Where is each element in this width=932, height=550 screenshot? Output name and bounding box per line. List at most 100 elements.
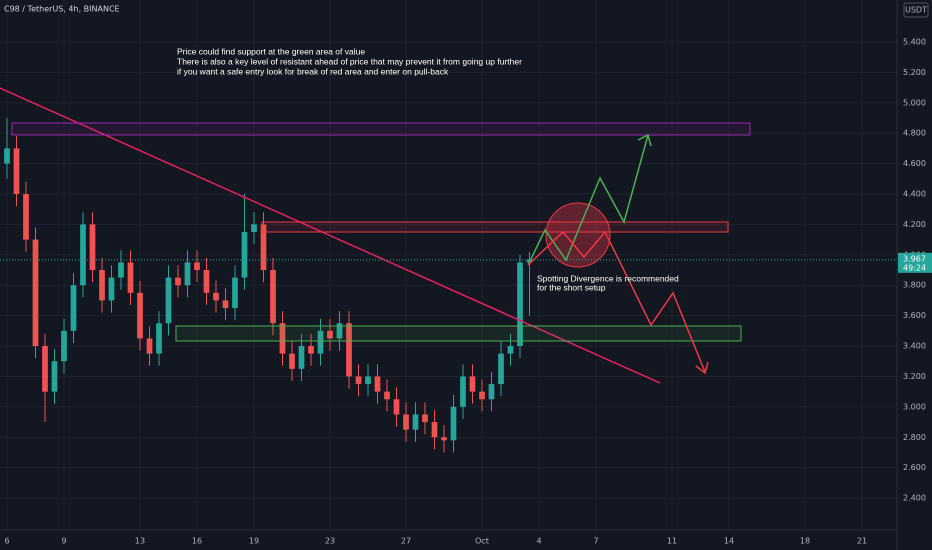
candle-body xyxy=(393,399,400,415)
annotation: Spotting Divergence is recommended xyxy=(537,273,679,283)
candle-body xyxy=(412,414,419,430)
y-tick-label: 5.400 xyxy=(903,37,926,46)
x-tick-label: 23 xyxy=(325,537,335,546)
y-tick-label: 4.200 xyxy=(903,220,926,229)
annotation: Price could find support at the green ar… xyxy=(177,46,365,56)
candle-body xyxy=(222,300,229,309)
support-zone xyxy=(175,325,742,342)
candle-body xyxy=(507,346,514,354)
candle-body xyxy=(89,224,96,271)
candle-body xyxy=(384,391,390,400)
y-tick-label: 2.400 xyxy=(903,494,926,503)
currency: USDT xyxy=(905,6,927,15)
candle-body xyxy=(251,224,257,233)
x-tick-label: 4 xyxy=(536,537,541,546)
currency-box xyxy=(903,2,929,18)
candle-body xyxy=(146,338,153,354)
candle-body xyxy=(374,376,381,392)
y-tick-label: 5.000 xyxy=(903,98,926,107)
bear-path xyxy=(527,230,706,373)
y-tick-label: 4.800 xyxy=(903,129,926,138)
x-tick-label: 13 xyxy=(135,537,145,546)
x-tick-label: Oct xyxy=(475,537,489,546)
x-tick-label: 21 xyxy=(857,537,867,546)
candle-body xyxy=(308,346,314,354)
candle-body xyxy=(479,391,485,400)
annotation: for the short setup xyxy=(537,282,606,292)
candle-body xyxy=(80,224,86,286)
chart-title: C98 / TetherUS, 4h, BINANCE xyxy=(4,5,120,14)
y-tick-label: 2.800 xyxy=(903,433,926,442)
resistance-zone xyxy=(261,221,729,233)
x-tick-label: 11 xyxy=(667,537,677,546)
y-tick-label: 4.600 xyxy=(903,159,926,168)
bull-arrowhead xyxy=(637,133,652,147)
trend-line xyxy=(0,87,661,384)
candle-body xyxy=(184,262,191,286)
y-tick-label: 3.800 xyxy=(903,281,926,290)
candle-body xyxy=(232,277,238,309)
candle-body xyxy=(99,270,105,301)
candle-body xyxy=(70,285,77,331)
resistance-zone-top xyxy=(11,122,751,136)
y-tick-label: 3.000 xyxy=(903,402,926,411)
candle-body xyxy=(175,277,181,286)
candle-body xyxy=(498,353,504,385)
x-tick-label: 6 xyxy=(4,537,9,546)
divergence-circle xyxy=(545,202,611,268)
last-price-box xyxy=(898,252,932,273)
candle-body xyxy=(450,406,457,441)
candle-body xyxy=(213,292,219,301)
candle-body xyxy=(260,224,267,271)
candle-body xyxy=(289,353,295,369)
y-tick-label: 3.200 xyxy=(903,372,926,381)
candle-body xyxy=(241,232,248,278)
candle-body xyxy=(431,422,438,438)
countdown: 49:24 xyxy=(903,263,926,272)
candle-body xyxy=(61,330,67,362)
x-tick-label: 9 xyxy=(61,537,66,546)
candle-body xyxy=(355,376,362,385)
y-tick-label: 2.600 xyxy=(903,463,926,472)
candle-body xyxy=(118,262,124,278)
candle-body xyxy=(517,262,523,347)
x-tick-label: 18 xyxy=(800,537,810,546)
candle-body xyxy=(156,323,162,354)
candle-body xyxy=(317,330,324,354)
candle-body xyxy=(194,262,200,271)
candle-body xyxy=(127,262,134,293)
annotation: There is also a key level of resistant a… xyxy=(177,56,522,66)
y-tick-label: 3.400 xyxy=(903,342,926,351)
candle-body xyxy=(422,414,428,423)
candle-body xyxy=(203,270,210,293)
candle-body xyxy=(13,148,20,194)
candle-body xyxy=(365,376,371,385)
candle-body xyxy=(42,346,48,392)
candle-body xyxy=(137,292,143,339)
candle-body xyxy=(108,277,115,301)
y-tick-label: 4.400 xyxy=(903,189,926,198)
x-tick-label: 16 xyxy=(192,537,202,546)
candle-body xyxy=(441,437,447,441)
candle-body xyxy=(488,384,495,400)
x-tick-label: 27 xyxy=(401,537,411,546)
candle-body xyxy=(279,323,286,354)
candle-body xyxy=(469,376,476,392)
candle-body xyxy=(346,323,352,377)
x-tick-label: 14 xyxy=(724,537,734,546)
candle-body xyxy=(403,414,409,430)
last-price-label: 3.967 xyxy=(903,254,926,263)
annotation: if you want a safe entry look for break … xyxy=(177,66,449,76)
candle-body xyxy=(4,148,10,164)
y-tick-label: 5.200 xyxy=(903,68,926,77)
candle-body xyxy=(23,193,29,240)
candle-body xyxy=(51,361,58,392)
x-tick-label: 7 xyxy=(593,537,598,546)
candle-body xyxy=(327,330,333,339)
candle-body xyxy=(32,239,39,347)
candle-body xyxy=(460,376,466,407)
bear-arrowhead xyxy=(695,361,709,375)
